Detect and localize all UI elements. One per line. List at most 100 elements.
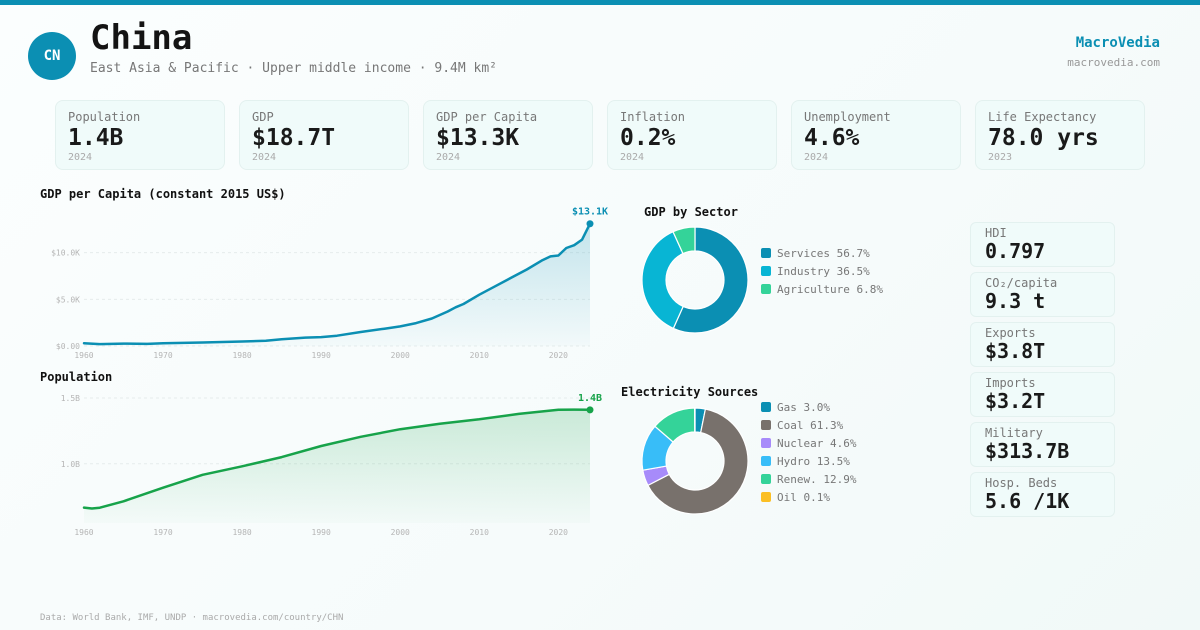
x-tick-label: 1960 (74, 528, 93, 537)
kpi-value: 1.4B (68, 125, 124, 151)
series-line (82, 408, 592, 510)
kpi-year: 2024 (68, 152, 93, 163)
legend-item-renewables: Renew. 12.9% (761, 470, 856, 488)
slice-industry (641, 230, 684, 330)
area-fill (84, 223, 590, 346)
country-subtitle: East Asia & Pacific · Upper middle incom… (90, 61, 497, 76)
x-tick-label: 1990 (312, 351, 331, 360)
legend-label: Nuclear 4.6% (777, 436, 857, 450)
x-tick-label: 2000 (391, 528, 410, 537)
electricity-chart-title: Electricity Sources (621, 385, 759, 399)
electricity-donut (641, 407, 749, 515)
y-tick-label: $10.0K (51, 249, 80, 258)
x-tick-label: 2010 (470, 351, 489, 360)
country-code: CN (43, 48, 61, 64)
stat-label: Hosp. Beds (985, 476, 1058, 490)
legend-swatch (761, 492, 771, 502)
legend-label: Coal 61.3% (777, 418, 844, 432)
legend-label: Hydro 13.5% (777, 454, 850, 468)
legend-swatch (761, 402, 771, 412)
kpi-label: Unemployment (804, 110, 891, 124)
stat-label: HDI (985, 226, 1007, 240)
legend-swatch (761, 284, 771, 294)
x-tick-label: 1980 (232, 528, 251, 537)
legend-item-nuclear: Nuclear 4.6% (761, 434, 856, 452)
legend-item-services: Services 56.7% (761, 244, 883, 262)
y-tick-label: 1.0B (61, 460, 80, 469)
legend-label: Agriculture 6.8% (777, 282, 883, 296)
x-tick-label: 2010 (470, 528, 489, 537)
slice-renew (654, 407, 696, 443)
legend-item-gas: Gas 3.0% (761, 398, 856, 416)
slice-hydro (641, 425, 674, 471)
legend-label: Renew. 12.9% (777, 472, 857, 486)
kpi-value: $18.7T (252, 125, 336, 151)
x-tick-label: 2000 (391, 351, 410, 360)
legend-item-industry: Industry 36.5% (761, 262, 883, 280)
kpi-year: 2024 (436, 152, 461, 163)
x-tick-label: 1960 (74, 351, 93, 360)
country-code-badge: CN (28, 32, 76, 80)
kpi-card-unemployment: Unemployment 4.6% 2024 (791, 100, 961, 170)
legend-swatch (761, 420, 771, 430)
kpi-year: 2024 (804, 152, 829, 163)
gdp-sector-donut (641, 226, 749, 334)
kpi-label: Population (68, 110, 141, 124)
stat-value: 5.6 /1K (985, 489, 1070, 513)
series-line (82, 222, 592, 346)
footer-source: Data: World Bank, IMF, UNDP · macrovedia… (40, 613, 344, 623)
sector-legend: Services 56.7% Industry 36.5% Agricultur… (761, 244, 883, 298)
kpi-year: 2024 (252, 152, 277, 163)
slice-nuclear (642, 465, 671, 487)
brand-logo[interactable]: MacroVedia (1075, 35, 1160, 51)
electricity-legend: Gas 3.0% Coal 61.3% Nuclear 4.6% Hydro 1… (761, 398, 856, 506)
kpi-label: GDP (252, 110, 274, 124)
kpi-label: GDP per Capita (436, 110, 538, 124)
stat-card-co2: CO₂/capita 9.3 t (970, 272, 1115, 317)
kpi-card-inflation: Inflation 0.2% 2024 (607, 100, 777, 170)
slice-agriculture (672, 226, 696, 255)
line-charts: $0.00 $5.0K $10.0K 1960 1970 1980 1990 2000 2010… (51, 207, 608, 537)
stat-value: $3.2T (985, 389, 1046, 413)
legend-swatch (761, 438, 771, 448)
kpi-label: Life Expectancy (988, 110, 1097, 124)
stat-label: Military (985, 426, 1043, 440)
y-tick-label: $0.00 (56, 342, 80, 351)
end-point-marker (586, 220, 594, 228)
page-title: China (90, 18, 193, 58)
slice-coal (647, 408, 749, 515)
population-chart-title: Population (40, 370, 113, 384)
gdp-per-capita-chart: $0.00 $5.0K $10.0K 1960 1970 1980 1990 2000 2010… (51, 207, 608, 360)
legend-item-agriculture: Agriculture 6.8% (761, 280, 883, 298)
kpi-value: $13.3K (436, 125, 520, 151)
kpi-card-gdp: GDP $18.7T 2024 (239, 100, 409, 170)
side-stats: HDI 0.797 CO₂/capita 9.3 t Exports $3.8T… (970, 222, 1115, 517)
y-tick-label: 1.5B (61, 394, 80, 403)
legend-item-oil: Oil 0.1% (761, 488, 856, 506)
kpi-card-life-expectancy: Life Expectancy 78.0 yrs 2023 (975, 100, 1145, 170)
legend-label: Industry 36.5% (777, 264, 870, 278)
slice-services (672, 226, 749, 334)
end-point-marker (586, 406, 594, 414)
legend-label: Oil 0.1% (777, 490, 830, 504)
stat-card-hdi: HDI 0.797 (970, 222, 1115, 267)
legend-label: Services 56.7% (777, 246, 870, 260)
sector-chart-title: GDP by Sector (644, 205, 738, 219)
x-tick-label: 2020 (549, 351, 568, 360)
population-chart: 1.0B 1.5B 1960 1970 1980 1990 2000 2010 2020 1.4B (61, 393, 602, 537)
y-tick-label: $5.0K (56, 295, 80, 304)
legend-item-coal: Coal 61.3% (761, 416, 856, 434)
brand-url[interactable]: macrovedia.com (1067, 56, 1160, 69)
x-tick-label: 2020 (549, 528, 568, 537)
legend-swatch (761, 474, 771, 484)
kpi-value: 78.0 yrs (988, 125, 1099, 151)
kpi-card-population: Population 1.4B 2024 (55, 100, 225, 170)
stat-label: Exports (985, 326, 1036, 340)
legend-item-hydro: Hydro 13.5% (761, 452, 856, 470)
legend-swatch (761, 266, 771, 276)
area-fill (84, 409, 590, 523)
stat-card-exports: Exports $3.8T (970, 322, 1115, 367)
x-tick-label: 1970 (153, 528, 172, 537)
stat-value: 9.3 t (985, 289, 1046, 313)
end-value-label: 1.4B (578, 393, 602, 404)
